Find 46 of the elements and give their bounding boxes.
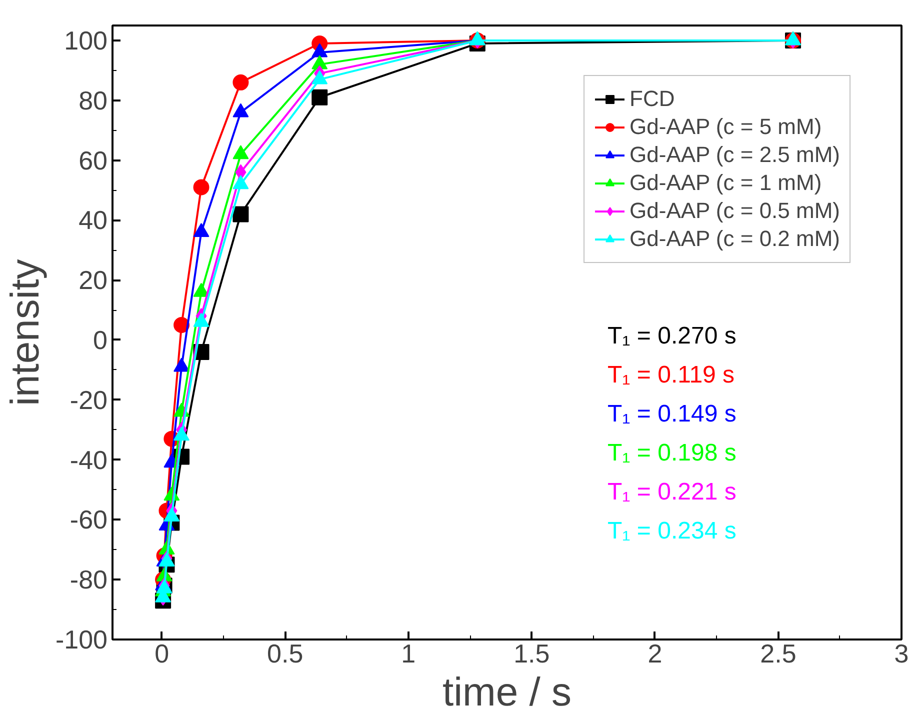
y-tick-label: -80: [70, 564, 108, 595]
legend-label: Gd-AAP (c = 0.5 mM): [630, 198, 840, 224]
annotation: T₁ = 0.149 s: [608, 400, 736, 428]
point: [232, 175, 249, 190]
x-tick-label: 3: [894, 638, 909, 668]
point: [174, 317, 190, 333]
point: [232, 206, 249, 222]
legend-label: Gd-AAP (c = 2.5 mM): [630, 142, 840, 168]
legend-label: FCD: [630, 86, 675, 112]
x-tick-label: 1.5: [514, 638, 550, 668]
annotation: T₁ = 0.270 s: [608, 322, 736, 350]
y-tick-label: 20: [78, 265, 108, 296]
annotation: T₁ = 0.198 s: [608, 440, 736, 466]
y-tick-label: -40: [70, 444, 108, 475]
point: [174, 426, 190, 441]
y-tick-label: 60: [78, 145, 108, 176]
y-tick-label: -60: [70, 504, 108, 535]
y-tick-label: 40: [78, 205, 108, 236]
x-axis-title: time / s: [442, 670, 572, 714]
x-tick-label: 0.5: [267, 638, 304, 668]
y-axis-title: intensity: [3, 259, 48, 406]
x-tick-label: 2: [648, 638, 662, 668]
point: [193, 312, 210, 327]
x-tick-label: 1: [401, 638, 416, 668]
annotation: T₁ = 0.221 s: [608, 478, 736, 506]
y-tick-label: 80: [78, 85, 108, 116]
point: [193, 282, 210, 297]
legend-label: Gd-AAP (c = 5 mM): [630, 114, 822, 140]
x-tick-label: 2.5: [760, 638, 796, 668]
x-tick-label: 0: [154, 638, 170, 668]
y-tick-label: 100: [64, 25, 108, 56]
point: [174, 358, 190, 372]
legend-label: Gd-AAP (c = 0.2 mM): [630, 226, 840, 252]
point: [193, 179, 210, 196]
point: [158, 552, 175, 566]
annotation: T₁ = 0.119 s: [608, 362, 735, 388]
y-tick-label: -20: [70, 384, 108, 415]
point: [232, 74, 249, 90]
point: [232, 145, 249, 160]
point: [193, 223, 210, 237]
point: [164, 508, 180, 522]
y-tick-label: 0: [93, 324, 108, 355]
point: [312, 89, 328, 106]
legend-label: Gd-AAP (c = 1 mM): [630, 170, 822, 196]
annotation: T₁ = 0.234 s: [608, 518, 736, 544]
y-tick-label: -100: [55, 624, 108, 654]
